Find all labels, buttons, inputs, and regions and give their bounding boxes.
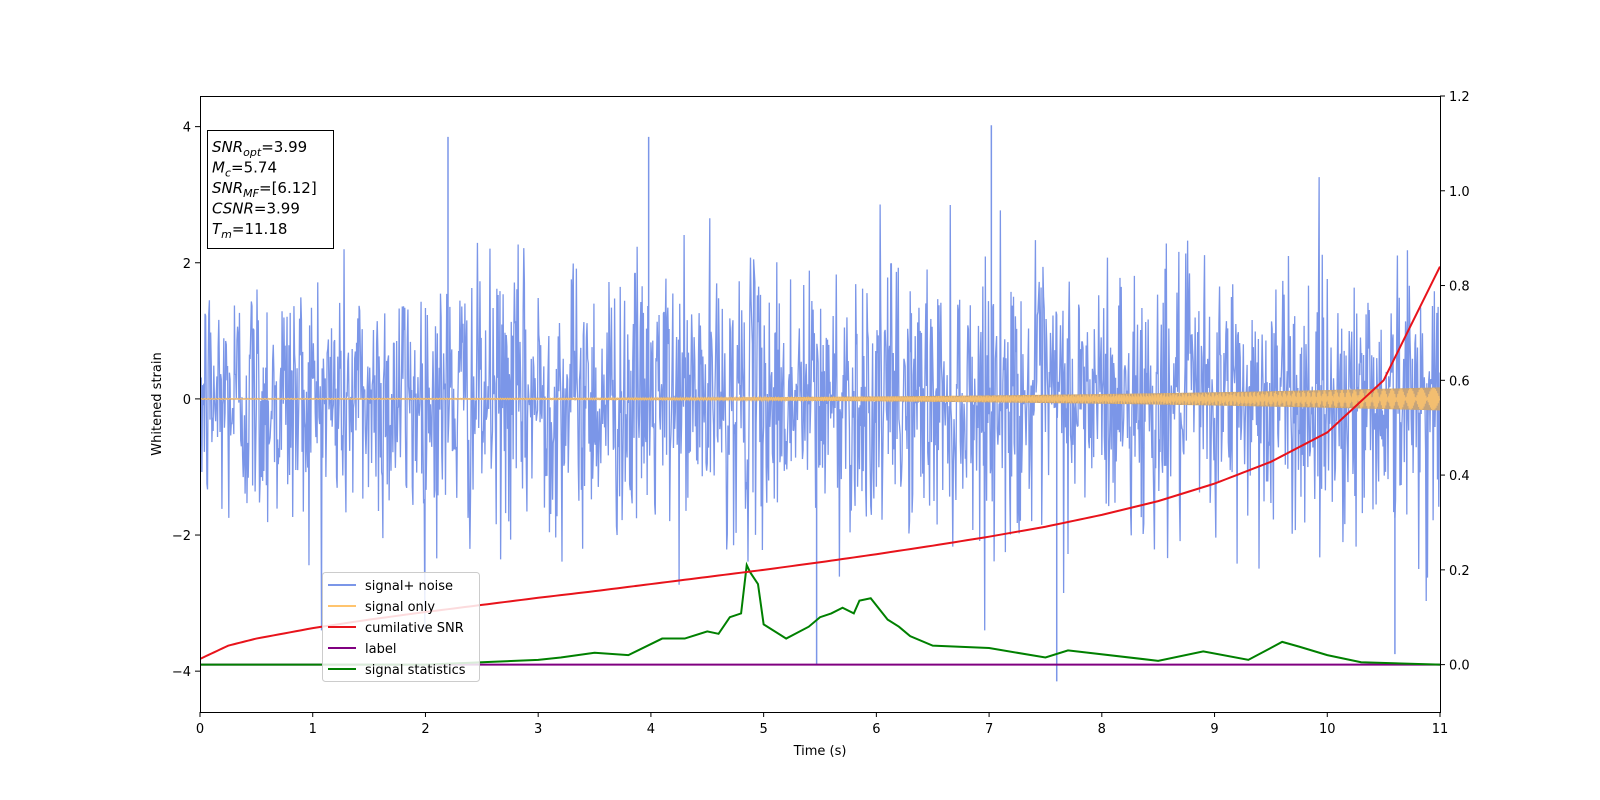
x-tick-label: 2 [421, 722, 429, 737]
legend-entry: label [365, 642, 396, 657]
y2-tick-label: 1.2 [1449, 90, 1470, 105]
info-line: Mc=5.74 [212, 159, 277, 180]
y2-tick-label: 0.6 [1449, 374, 1470, 389]
axes-frame [200, 96, 1441, 713]
x-axis: 0 1 2 3 4 5 6 7 8 9 10 11 [196, 712, 1448, 737]
y-axis-label: Whitened strain [150, 352, 165, 455]
legend-entry: signal statistics [365, 663, 466, 678]
x-tick-label: 4 [647, 722, 655, 737]
y2-tick-label: 0.8 [1449, 280, 1470, 295]
legend-entry: signal+ noise [365, 579, 453, 594]
x-tick-label: 10 [1319, 722, 1336, 737]
series-signal-only-wave [200, 387, 1440, 411]
legend-entry: cumilative SNR [365, 621, 464, 636]
y2-tick-label: 0.0 [1449, 659, 1470, 674]
y-tick-label: −4 [172, 665, 191, 680]
y-axis-right: 0.0 0.2 0.4 0.6 0.8 1.0 1.2 [1440, 90, 1470, 674]
y-tick-label: 4 [183, 121, 191, 136]
info-line: SNRopt=3.99 [212, 138, 307, 159]
info-line: Tm=11.18 [212, 220, 287, 241]
y-tick-label: −2 [172, 529, 191, 544]
x-tick-label: 8 [1098, 722, 1106, 737]
info-line: SNRMF=[6.12] [212, 179, 317, 200]
x-tick-label: 11 [1432, 722, 1449, 737]
y2-tick-label: 1.0 [1449, 185, 1470, 200]
x-tick-label: 7 [985, 722, 993, 737]
y2-tick-label: 0.4 [1449, 469, 1470, 484]
x-tick-label: 6 [872, 722, 880, 737]
x-tick-label: 3 [534, 722, 542, 737]
y-tick-label: 0 [183, 393, 191, 408]
y-tick-label: 2 [183, 257, 191, 272]
x-tick-label: 1 [309, 722, 317, 737]
legend-entry: signal only [365, 600, 435, 615]
legend: signal+ noise signal only cumilative SNR la… [322, 572, 480, 682]
y-axis-left: −4 −2 0 2 4 [172, 121, 200, 680]
x-tick-label: 5 [759, 722, 767, 737]
y2-tick-label: 0.2 [1449, 564, 1470, 579]
x-tick-label: 9 [1210, 722, 1218, 737]
series-signal-plus-noise [200, 177, 1440, 631]
info-box-frame [207, 130, 334, 249]
x-axis-label: Time (s) [793, 744, 847, 759]
legend-frame [322, 572, 480, 682]
series-signal-statistics [200, 561, 1440, 666]
x-tick-label: 0 [196, 722, 204, 737]
info-line: CSNR=3.99 [212, 200, 300, 218]
